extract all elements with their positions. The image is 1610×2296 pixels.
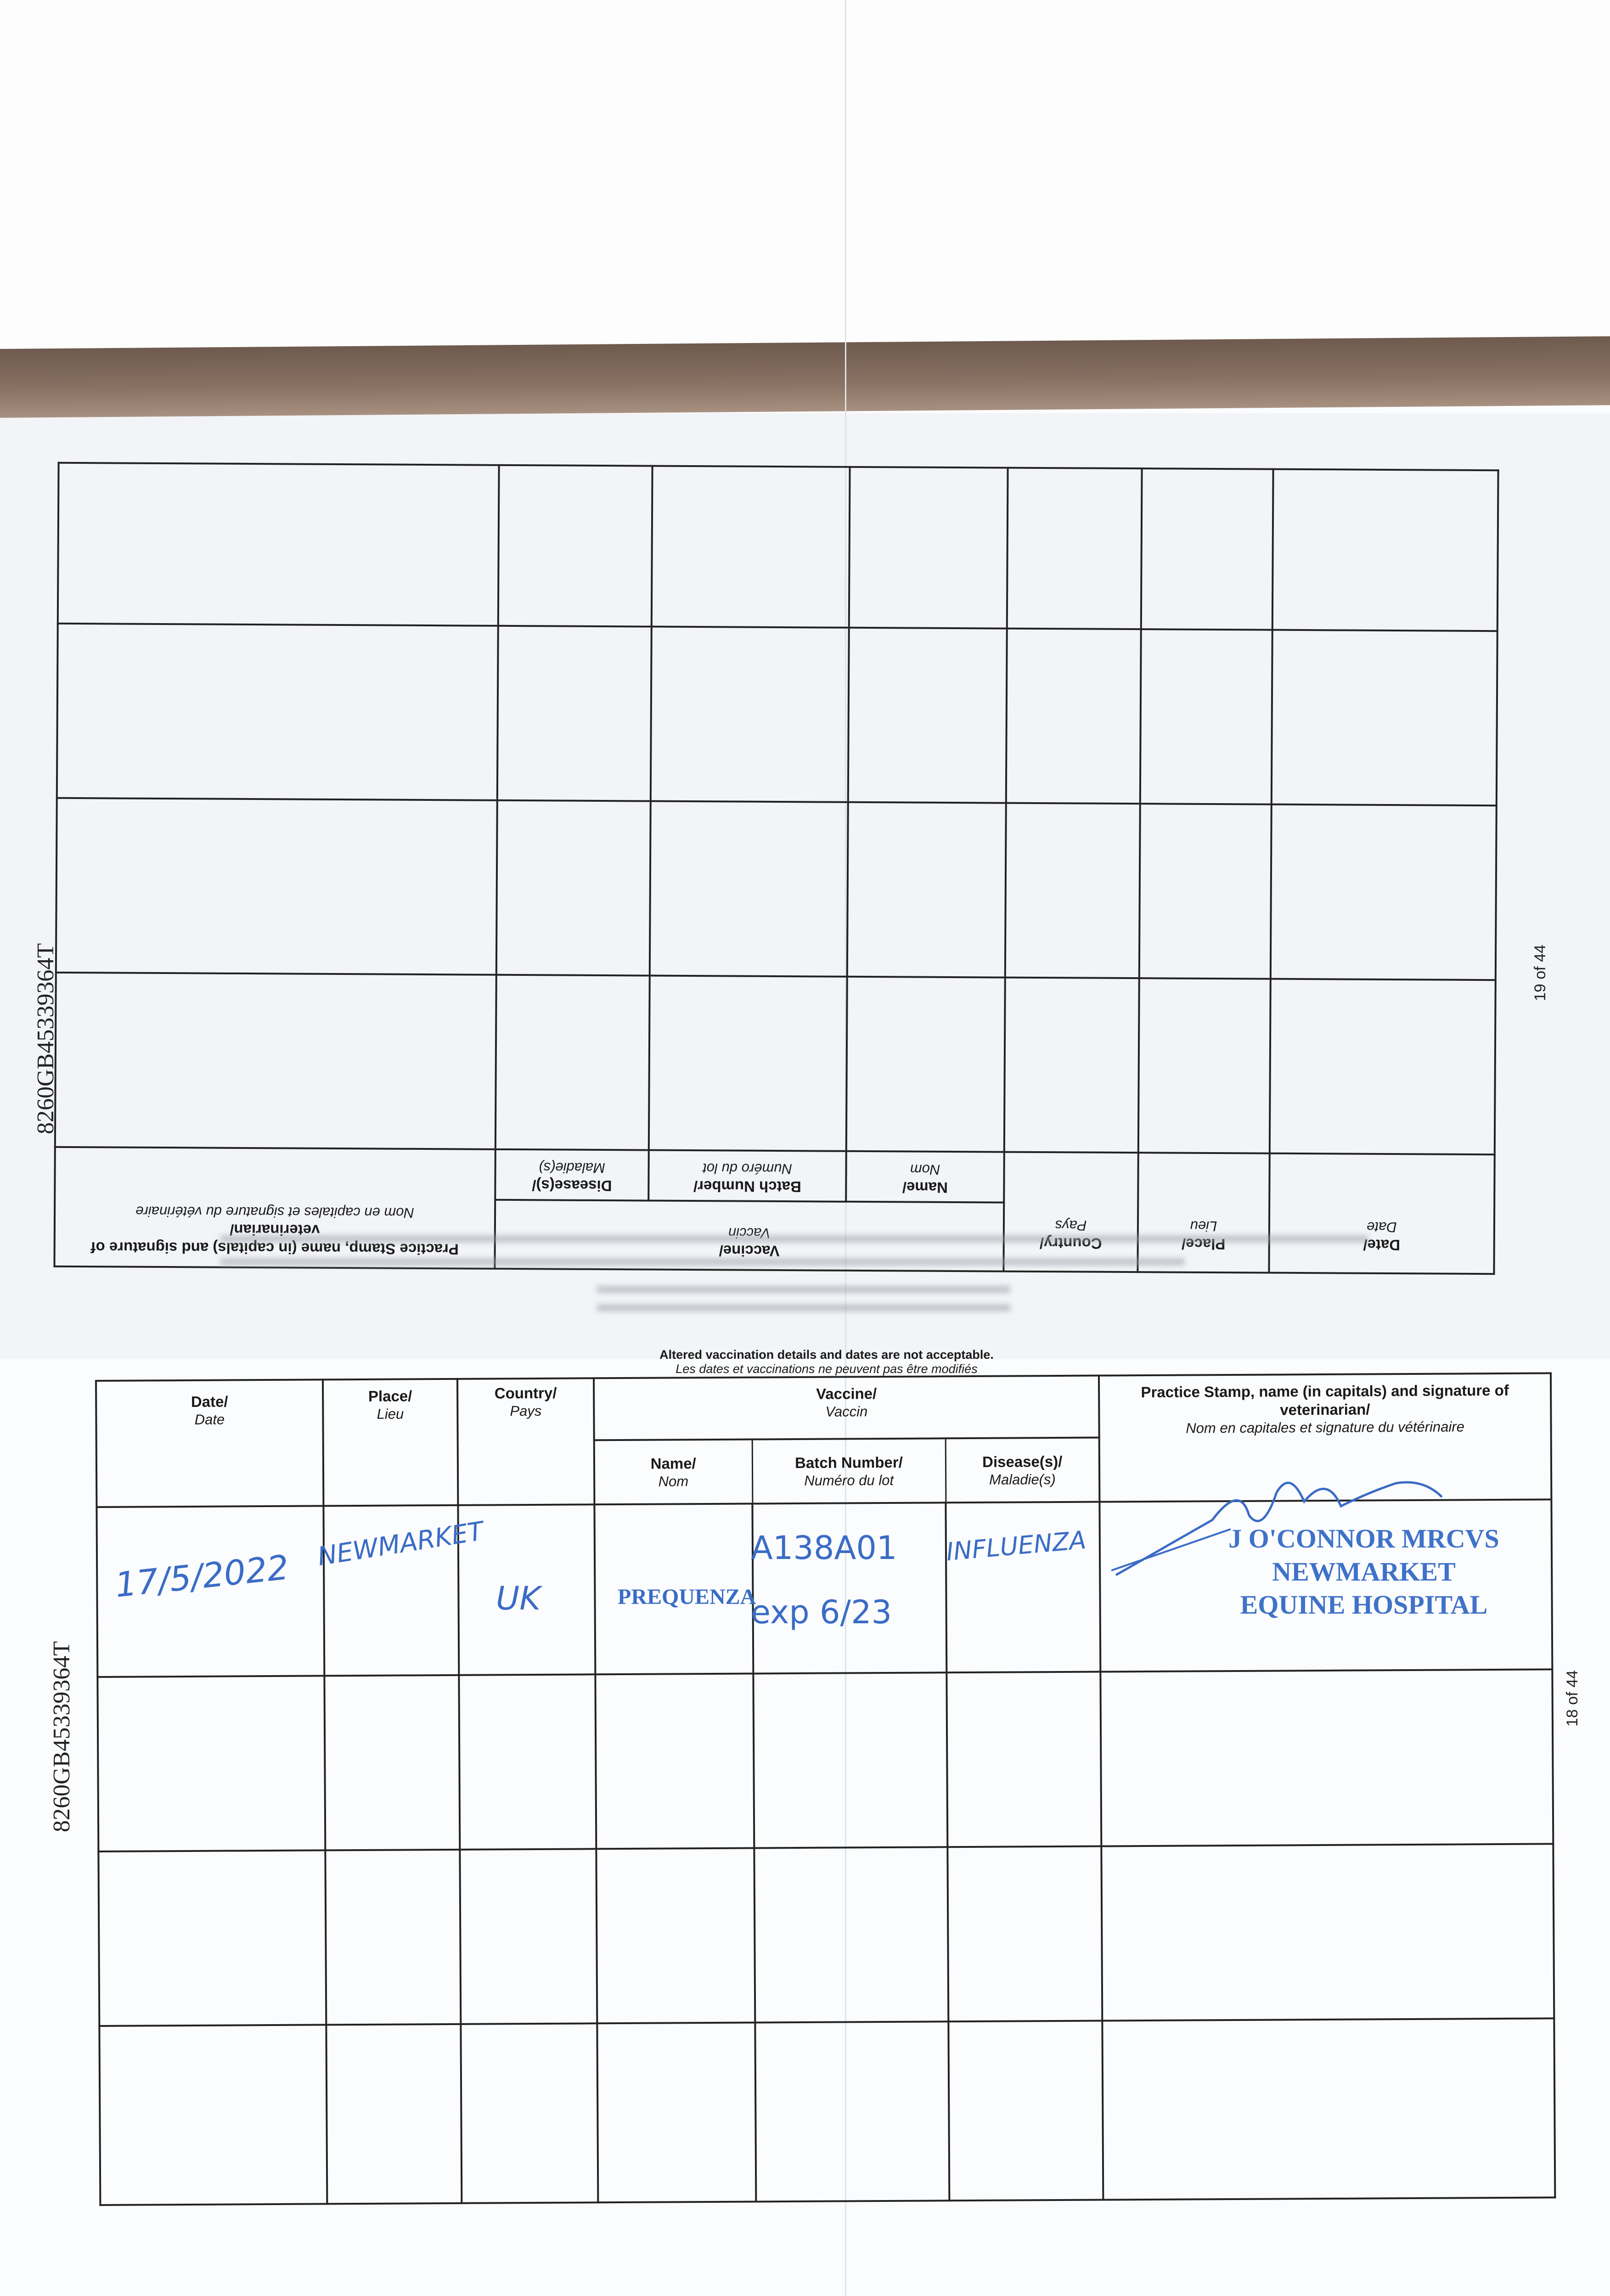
header-place: Place/Lieu <box>323 1379 458 1506</box>
blurred-upper-note <box>597 1286 1010 1293</box>
stamp-practice-line1: NEWMARKET <box>1272 1557 1456 1587</box>
page-edge-band <box>0 336 1610 418</box>
header-batch: Batch Number/Numéro du lot <box>752 1438 946 1504</box>
header-place: Place/Lieu <box>1137 1153 1270 1273</box>
table-row <box>56 623 1497 806</box>
page-number-upper: 19 of 44 <box>1531 945 1549 1001</box>
header-stamp: Practice Stamp, name (in capitals) and s… <box>54 1147 495 1269</box>
table-row <box>55 972 1496 1155</box>
practice-stamp: J O'CONNOR MRCVS NEWMARKET EQUINE HOSPIT… <box>1203 1522 1525 1621</box>
table-row <box>97 1669 1554 1851</box>
stamp-vet-name: J O'CONNOR MRCVS <box>1228 1524 1499 1553</box>
passport-id-upper: 8260GB45339364T <box>33 943 59 1134</box>
header-disease: Disease(s)/Maladie(s) <box>945 1437 1100 1503</box>
header-country: Country/Pays <box>457 1378 595 1505</box>
header-date: Date/Date <box>1269 1153 1495 1274</box>
page-number-lower: 18 of 44 <box>1564 1670 1581 1727</box>
stamp-practice-line2: EQUINE HOSPITAL <box>1240 1590 1488 1620</box>
upper-page-background <box>0 413 1610 1359</box>
header-date: Date/Date <box>96 1379 324 1507</box>
blurred-upper-note <box>220 1235 1368 1243</box>
notice-french: Les dates et vaccinations ne peuvent pas… <box>676 1362 978 1376</box>
page-fold-line <box>845 0 846 2296</box>
table-row <box>57 462 1498 631</box>
entry-vaccine-name: PREQUENZA <box>618 1585 756 1609</box>
blurred-upper-note <box>597 1304 1010 1311</box>
header-name: Name/Nom <box>846 1151 1004 1203</box>
blank-scan-area <box>0 0 1610 349</box>
upper-vaccination-table: Date/Date Place/Lieu Country/Pays Vaccin… <box>53 462 1499 1275</box>
passport-id-lower: 8260GB45339364T <box>49 1641 75 1832</box>
notice-english: Altered vaccination details and dates ar… <box>659 1348 994 1362</box>
blurred-upper-note <box>220 1258 1185 1266</box>
table-row <box>98 1844 1554 2026</box>
alteration-notice: Altered vaccination details and dates ar… <box>597 1348 1056 1376</box>
header-country: Country/Pays <box>1003 1152 1138 1272</box>
table-row <box>99 2018 1555 2205</box>
entry-batch: A138A01 <box>751 1529 897 1567</box>
entry-batch-expiry: exp 6/23 <box>751 1593 892 1631</box>
header-batch: Batch Number/Numéro du lot <box>648 1150 846 1202</box>
header-name: Name/Nom <box>594 1439 753 1505</box>
table-row <box>56 798 1497 980</box>
entry-country: UK <box>496 1580 541 1617</box>
header-disease: Disease(s)/Maladie(s) <box>495 1149 649 1201</box>
header-vaccine: Vaccine/Vaccin <box>593 1375 1099 1441</box>
veterinarian-signature <box>1111 1481 1443 1576</box>
